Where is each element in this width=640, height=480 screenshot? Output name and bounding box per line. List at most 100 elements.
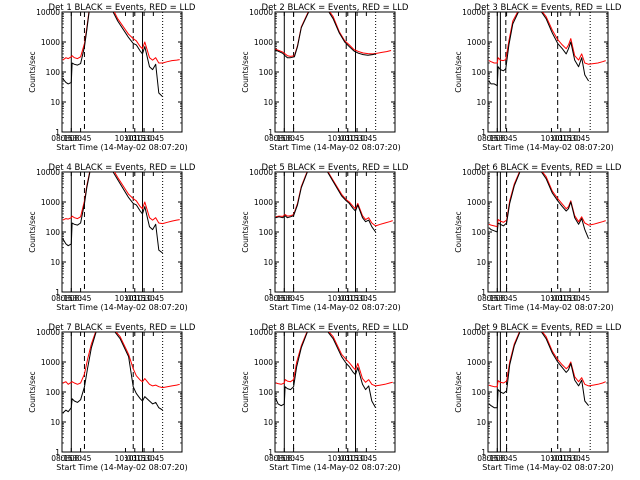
x-tick-label: 08:30 (486, 454, 508, 463)
x-tick-label: 10:15 (550, 294, 572, 303)
y-tick-label: 10000 (462, 168, 486, 177)
series-group (275, 172, 393, 233)
y-tick-label: 10000 (249, 168, 273, 177)
events-series-line (275, 12, 376, 59)
x-tick-label: 10:45 (569, 134, 591, 143)
x-axis-label: Start Time (14-May-02 08:07:20) (269, 303, 400, 312)
y-tick-label: 100 (46, 228, 61, 237)
x-tick-label: 08:30 (60, 294, 82, 303)
y-tick-label: 100 (472, 228, 487, 237)
x-tick-label: 08:45 (283, 294, 305, 303)
series-group (275, 12, 392, 59)
y-axis-label: Counts/sec (454, 371, 463, 412)
y-tick-label: 10 (50, 258, 60, 267)
x-tick-label: 08:30 (273, 134, 295, 143)
x-tick-label: 08:30 (60, 134, 82, 143)
plot-frame (274, 11, 396, 133)
y-tick-label: 1000 (41, 358, 60, 367)
x-tick-label: 10:30 (133, 454, 155, 463)
panel-det-1: Det 1 BLACK = Events, RED = LLD 1 10 100 100… (28, 3, 196, 152)
y-tick-label: 10 (50, 98, 60, 107)
x-tick-label: 10:30 (559, 294, 581, 303)
y-tick-label: 10 (476, 98, 486, 107)
x-tick-label: 08:30 (486, 134, 508, 143)
panel-title: Det 5 BLACK = Events, RED = LLD (262, 163, 409, 173)
panel-title: Det 9 BLACK = Events, RED = LLD (475, 323, 622, 333)
x-tick-label: 08:45 (496, 134, 518, 143)
events-series-line (62, 12, 163, 98)
x-tick-label: 08:30 (60, 454, 82, 463)
y-axis-label: Counts/sec (28, 211, 37, 252)
series-group (488, 332, 606, 409)
lld-series-line (62, 172, 180, 225)
lld-series-line (62, 12, 180, 64)
series-group (488, 172, 606, 239)
panel-det-8: Det 8 BLACK = Events, RED = LLD 1 10 100 100… (241, 323, 409, 472)
lld-series-line (62, 332, 180, 389)
panel-title: Det 7 BLACK = Events, RED = LLD (49, 323, 196, 333)
events-series-line (275, 332, 377, 408)
y-tick-label: 100 (46, 388, 61, 397)
x-tick-label: 10:15 (337, 454, 359, 463)
x-tick-label: 08:45 (70, 294, 92, 303)
y-tick-label: 1000 (254, 358, 273, 367)
y-tick-label: 10000 (36, 168, 60, 177)
x-tick-label: 10:30 (346, 134, 368, 143)
x-tick-label: 10:15 (337, 134, 359, 143)
x-tick-label: 08:45 (283, 454, 305, 463)
y-tick-label: 1 (268, 128, 273, 137)
series-group (62, 332, 180, 414)
y-tick-label: 1000 (254, 198, 273, 207)
y-tick-label: 1000 (41, 198, 60, 207)
y-tick-label: 10000 (249, 328, 273, 337)
x-tick-label: 10:15 (337, 294, 359, 303)
y-tick-label: 1000 (254, 38, 273, 47)
y-tick-label: 1000 (467, 198, 486, 207)
panel-det-5: Det 5 BLACK = Events, RED = LLD 1 10 100 100… (241, 163, 409, 312)
y-tick-label: 10000 (36, 328, 60, 337)
y-tick-label: 10 (263, 258, 273, 267)
events-series-line (488, 12, 590, 87)
events-series-line (488, 332, 589, 409)
y-tick-label: 100 (472, 68, 487, 77)
x-axis-label: Start Time (14-May-02 08:07:20) (56, 303, 187, 312)
x-tick-label: 08:15 (264, 454, 286, 463)
panel-title: Det 3 BLACK = Events, RED = LLD (475, 3, 622, 13)
x-tick-label: 08:45 (70, 454, 92, 463)
x-axis-label: Start Time (14-May-02 08:07:20) (56, 463, 187, 472)
x-tick-label: 10:30 (559, 134, 581, 143)
plot-frame (61, 331, 183, 453)
panel-title: Det 8 BLACK = Events, RED = LLD (262, 323, 409, 333)
panel-title: Det 1 BLACK = Events, RED = LLD (49, 3, 196, 13)
lld-series-line (275, 12, 392, 57)
x-tick-label: 10:30 (559, 454, 581, 463)
y-tick-label: 1 (55, 288, 60, 297)
y-tick-label: 100 (472, 388, 487, 397)
panel-det-7: Det 7 BLACK = Events, RED = LLD 1 10 100 100… (28, 323, 196, 472)
x-tick-label: 08:30 (273, 454, 295, 463)
lld-series-line (275, 332, 393, 387)
series-group (62, 172, 180, 254)
x-axis-label: Start Time (14-May-02 08:07:20) (482, 463, 613, 472)
x-tick-label: 08:45 (283, 134, 305, 143)
x-tick-label: 10:45 (356, 134, 378, 143)
y-tick-label: 1 (481, 128, 486, 137)
y-axis-label: Counts/sec (454, 211, 463, 252)
x-tick-label: 10:00 (115, 134, 137, 143)
events-series-line (62, 172, 163, 254)
x-tick-label: 10:15 (124, 454, 146, 463)
x-tick-label: 10:00 (328, 134, 350, 143)
x-tick-label: 10:15 (124, 134, 146, 143)
x-tick-label: 08:15 (264, 134, 286, 143)
x-tick-label: 10:00 (541, 294, 563, 303)
x-tick-label: 10:30 (133, 134, 155, 143)
x-tick-label: 10:00 (328, 454, 350, 463)
events-series-line (62, 332, 163, 414)
y-tick-label: 10000 (462, 328, 486, 337)
plot-frame (61, 171, 183, 293)
x-tick-label: 10:00 (115, 454, 137, 463)
y-tick-label: 10000 (249, 8, 273, 17)
x-axis-label: Start Time (14-May-02 08:07:20) (56, 143, 187, 152)
panel-title: Det 4 BLACK = Events, RED = LLD (49, 163, 196, 173)
